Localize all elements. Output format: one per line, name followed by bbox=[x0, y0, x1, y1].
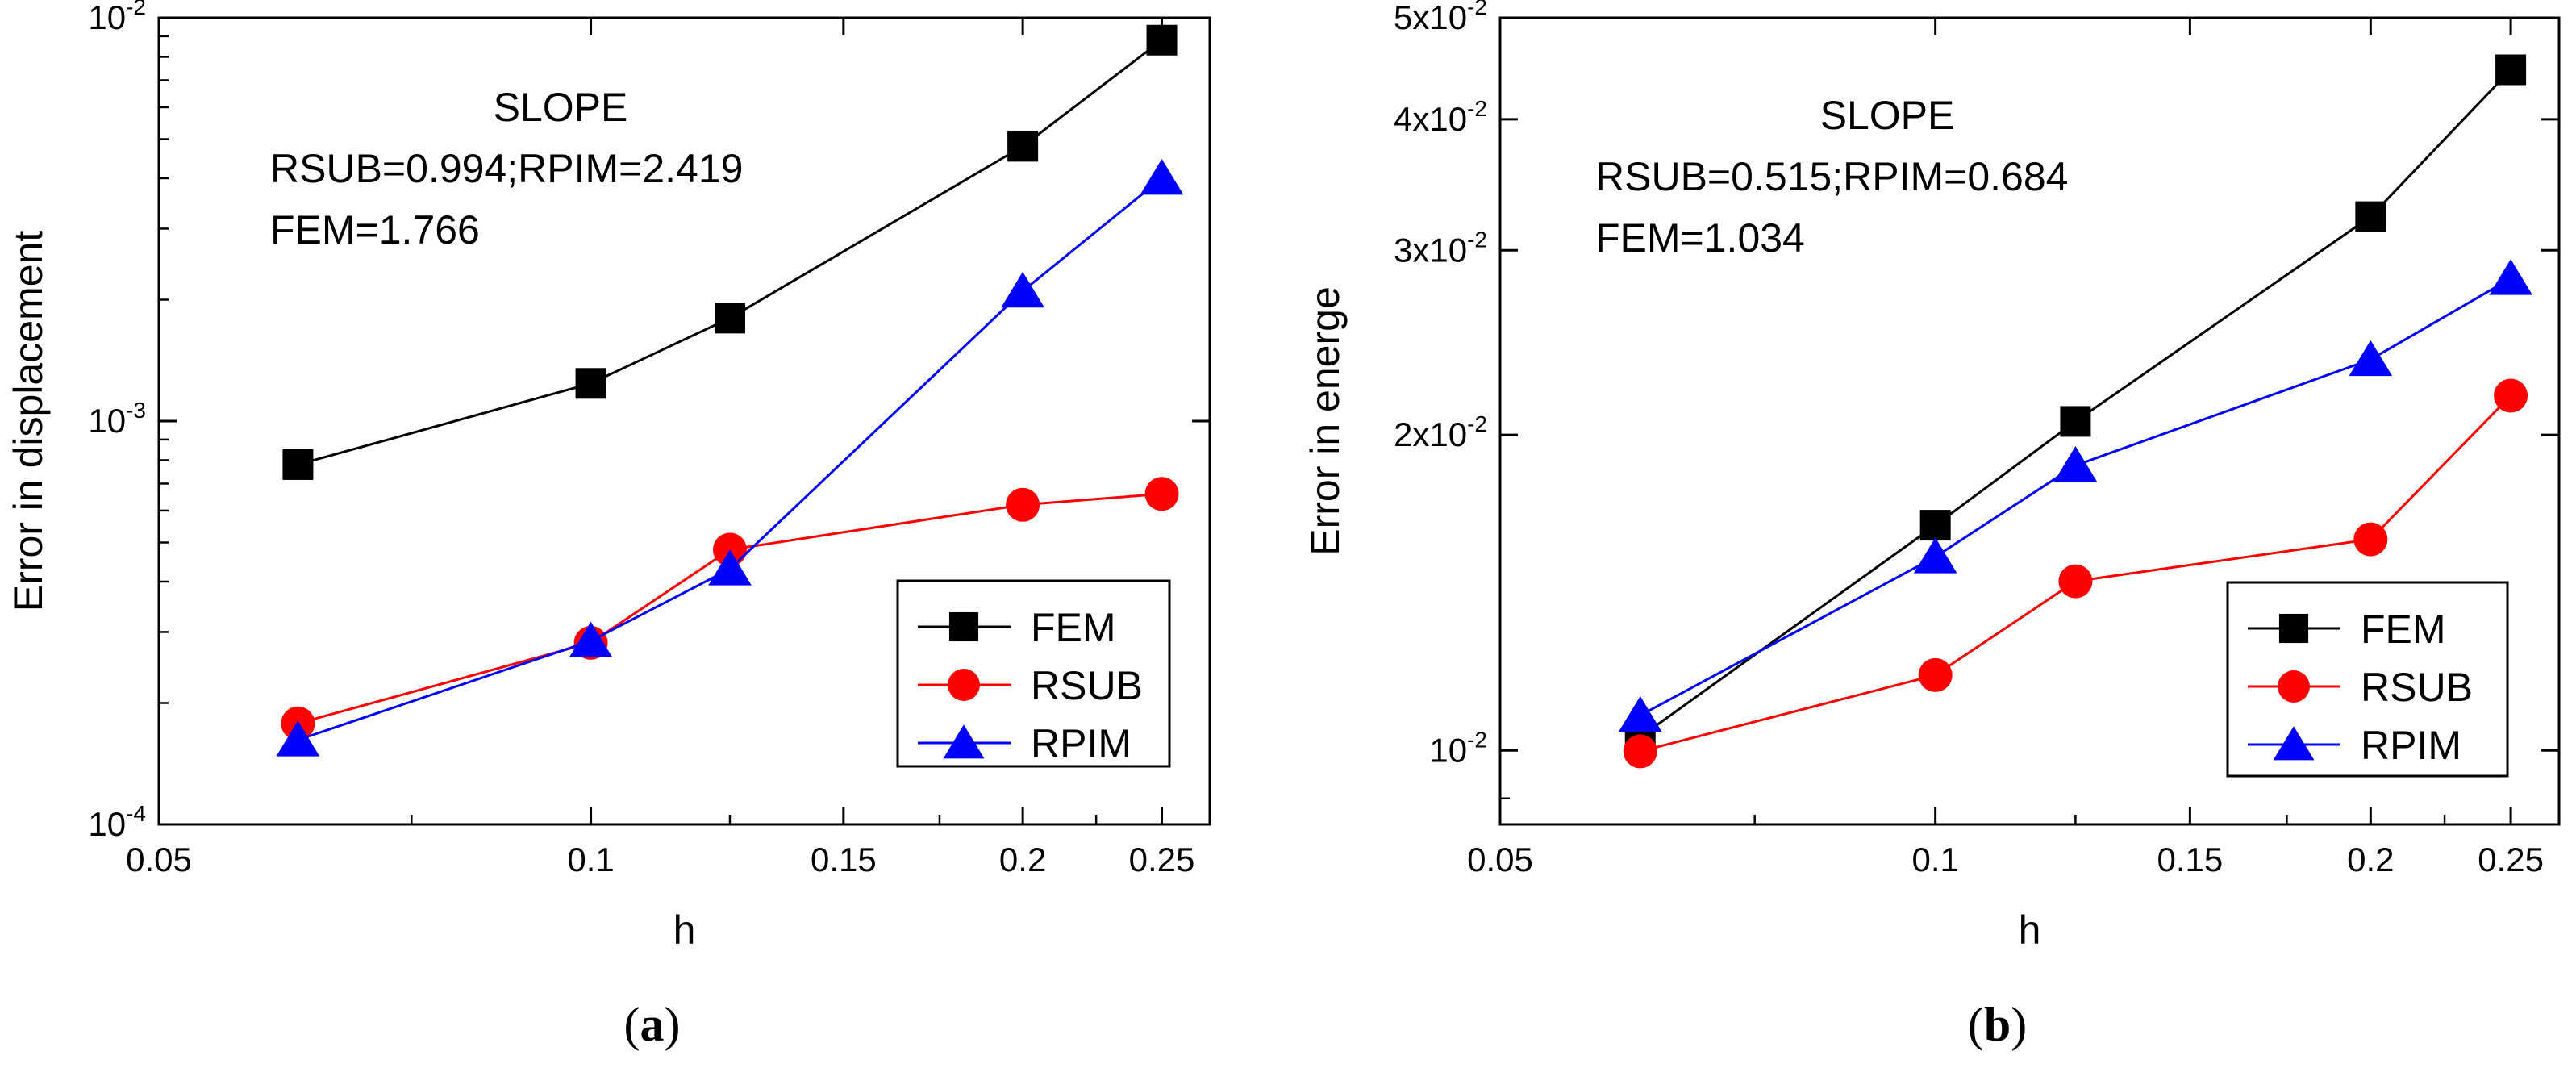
data-point-rpim bbox=[2349, 340, 2393, 377]
plot-frame bbox=[1498, 16, 2561, 826]
data-point-rpim bbox=[569, 621, 613, 657]
y-axis-label: Error in displacement bbox=[6, 231, 51, 612]
data-point-rpim bbox=[2489, 259, 2532, 295]
data-point-rsub bbox=[1006, 487, 1040, 522]
slope-fem: FEM=1.766 bbox=[270, 207, 480, 252]
slope-fem: FEM=1.034 bbox=[1595, 215, 1805, 261]
y-tick-label: 5x10-2 bbox=[1394, 0, 1487, 36]
chart-panel-b: 0.05 0.1 0.15 0.2 0.25 10-2 2x10-2 3x10-2 4x10-2… bbox=[1303, 0, 2561, 1051]
x-tick-label: 0.25 bbox=[1129, 841, 1195, 878]
legend-label-fem: FEM bbox=[1031, 605, 1116, 650]
data-point-fem bbox=[2060, 406, 2091, 437]
data-point-rsub bbox=[1144, 477, 1179, 511]
data-point-rsub bbox=[1623, 734, 1657, 769]
y-axis-label: Error in energe bbox=[1303, 286, 1348, 556]
data-point-fem bbox=[575, 368, 606, 399]
y-tick-label: 10-2 bbox=[88, 0, 146, 36]
legend-marker-rsub bbox=[2278, 670, 2310, 703]
x-axis-label: h bbox=[673, 908, 696, 953]
slope-values: RSUB=0.515;RPIM=0.684 bbox=[1595, 154, 2068, 199]
slope-title: SLOPE bbox=[494, 85, 628, 130]
panel-caption-b: (b) bbox=[1968, 998, 2027, 1051]
x-tick-label: 0.05 bbox=[126, 841, 192, 878]
x-axis-label: h bbox=[2019, 908, 2041, 953]
x-tick-label: 0.25 bbox=[2478, 841, 2544, 878]
slope-title: SLOPE bbox=[1820, 93, 1955, 138]
data-point-rpim bbox=[276, 720, 320, 757]
data-point-rsub bbox=[1918, 657, 1953, 692]
slope-values: RSUB=0.994;RPIM=2.419 bbox=[270, 146, 743, 191]
data-point-rpim bbox=[1618, 695, 1662, 732]
data-point-rsub bbox=[2494, 378, 2528, 413]
data-point-rpim bbox=[1001, 271, 1045, 308]
y-tick-label: 2x10-2 bbox=[1394, 411, 1487, 453]
data-point-fem bbox=[1007, 131, 1039, 162]
y-tick-label: 3x10-2 bbox=[1394, 227, 1487, 269]
data-point-rpim bbox=[708, 549, 752, 586]
data-point-rsub bbox=[2058, 564, 2093, 599]
y-tick-label: 10-2 bbox=[1429, 727, 1487, 769]
legend-marker-fem bbox=[948, 611, 979, 642]
legend-label-rsub: RSUB bbox=[1031, 663, 1143, 708]
legend-label-rsub: RSUB bbox=[2361, 665, 2473, 710]
data-point-rpim bbox=[2053, 446, 2098, 482]
chart-panel-a: 0.05 0.1 0.15 0.2 0.25 10-4 10-3 10-2 h Error in … bbox=[6, 0, 1211, 1051]
x-tick-label: 0.2 bbox=[999, 841, 1046, 878]
legend-marker-rpim bbox=[943, 724, 985, 759]
legend-label-rpim: RPIM bbox=[2361, 723, 2461, 768]
legend-marker-fem bbox=[2278, 613, 2309, 644]
y-tick-label: 10-4 bbox=[88, 801, 146, 843]
x-tick-label: 0.1 bbox=[567, 841, 614, 878]
legend-box bbox=[896, 579, 1171, 768]
x-tick-label: 0.05 bbox=[1467, 841, 1533, 878]
data-point-fem bbox=[282, 449, 314, 480]
panel-caption-a: (a) bbox=[624, 998, 681, 1051]
legend: FEM RSUB RPIM bbox=[896, 579, 1171, 768]
x-tick-label: 0.15 bbox=[811, 841, 877, 878]
data-point-fem bbox=[714, 302, 745, 334]
legend-label-fem: FEM bbox=[2361, 607, 2446, 652]
data-point-rpim bbox=[1913, 537, 1957, 574]
legend-marker-rpim bbox=[2273, 726, 2315, 761]
y-tick-label: 4x10-2 bbox=[1394, 96, 1487, 138]
x-tick-label: 0.2 bbox=[2347, 841, 2394, 878]
data-point-fem bbox=[1919, 510, 1951, 541]
data-point-rpim bbox=[1140, 158, 1184, 195]
x-tick-label: 0.1 bbox=[1911, 841, 1958, 878]
x-tick-label: 0.15 bbox=[2157, 841, 2223, 878]
legend-label-rpim: RPIM bbox=[1031, 721, 1132, 766]
data-point-fem bbox=[2495, 54, 2527, 86]
legend-marker-rsub bbox=[948, 669, 980, 701]
legend: FEM RSUB RPIM bbox=[2226, 581, 2509, 778]
data-point-fem bbox=[2355, 201, 2386, 232]
y-tick-label: 10-3 bbox=[88, 398, 146, 440]
data-point-rsub bbox=[2353, 522, 2388, 557]
data-point-fem bbox=[1146, 24, 1178, 56]
